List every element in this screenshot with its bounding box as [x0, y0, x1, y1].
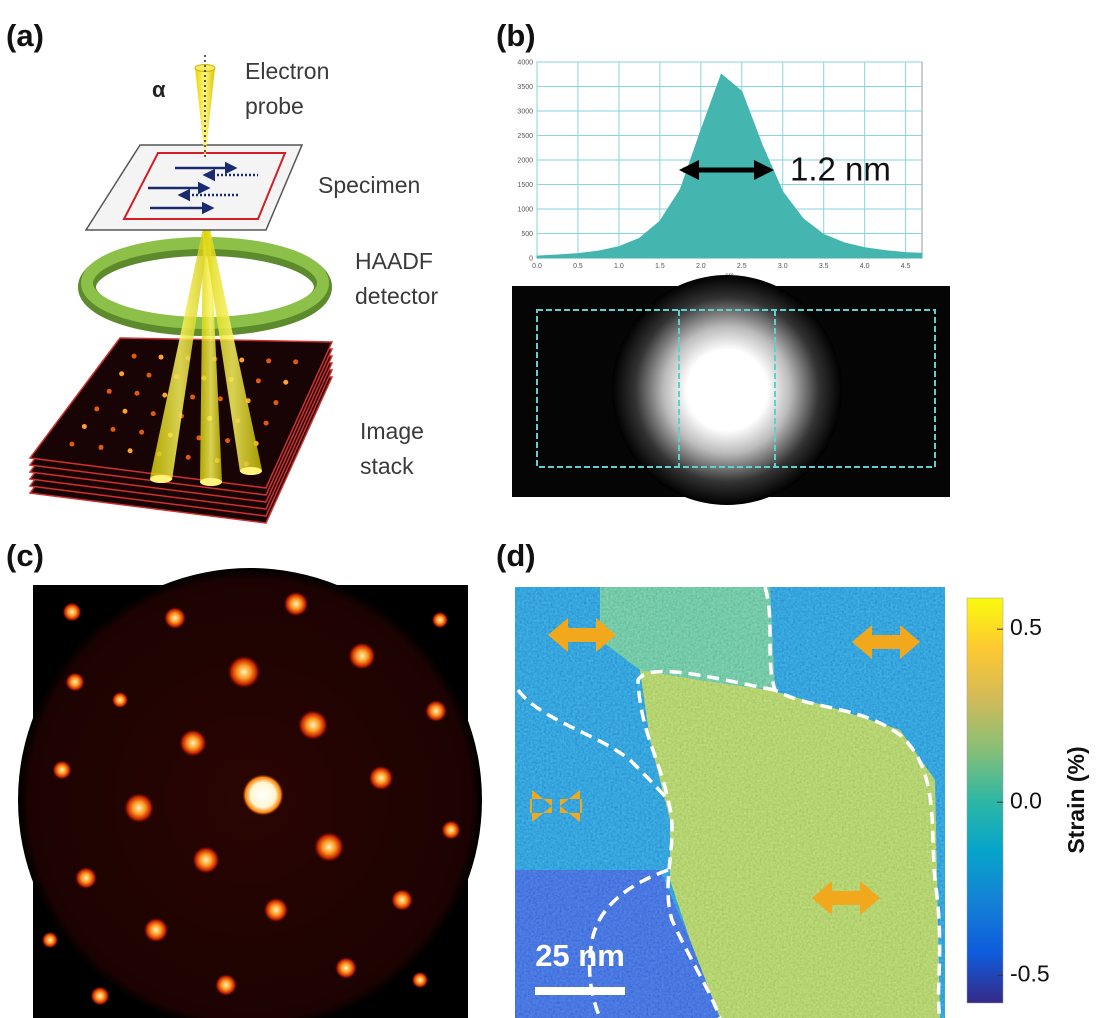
- stack-spot: [147, 373, 152, 378]
- diffraction-spot: [65, 672, 85, 692]
- diffraction-spot: [441, 820, 461, 840]
- diffraction-spot: [179, 729, 207, 757]
- y-tick-label: 3000: [517, 109, 533, 116]
- figure: (a) (b) (c) (d) α 0 500 1000 1500 2000 2500 30…: [0, 0, 1096, 1018]
- diffraction-spot: [143, 917, 168, 942]
- diffraction-spot: [75, 867, 97, 889]
- x-tick-label: 3.5: [819, 263, 829, 270]
- diffraction-spot: [298, 710, 329, 741]
- stack-spot: [107, 389, 112, 394]
- central-beam: [242, 774, 284, 816]
- stack-spot: [266, 358, 271, 363]
- x-tick-label: 0.0: [532, 263, 542, 270]
- y-tick-label: 4000: [517, 60, 533, 67]
- colorbar-tick-label: 0.0: [1010, 787, 1042, 813]
- diffraction-spot: [283, 591, 308, 616]
- panel-label: (d): [496, 538, 536, 573]
- colorbar-label: Strain (%): [1063, 746, 1089, 853]
- figure-canvas: (a) (b) (c) (d) α 0 500 1000 1500 2000 2500 30…: [0, 0, 1096, 1018]
- stack-spot: [293, 359, 298, 364]
- beam-end: [150, 475, 172, 483]
- diffraction-spot: [52, 760, 72, 780]
- diffraction-spot: [90, 986, 110, 1006]
- stack-spot: [94, 406, 99, 411]
- panel-label: (b): [496, 18, 536, 53]
- x-tick-label: 0.5: [573, 263, 583, 270]
- fwhm-label: 1.2 nm: [790, 151, 891, 188]
- stack-spot: [225, 438, 230, 443]
- x-tick-label: 4.5: [901, 263, 911, 270]
- x-tick-label: 2.5: [737, 263, 747, 270]
- stack-spot: [123, 409, 128, 414]
- stack-spot: [218, 396, 223, 401]
- y-tick-label: 3500: [517, 84, 533, 91]
- diffraction-spot: [263, 897, 288, 922]
- stack-spot: [119, 371, 124, 376]
- stack-spot: [273, 400, 278, 405]
- colorbar-tick-label: -0.5: [1010, 960, 1050, 986]
- x-tick-label: 2.0: [696, 263, 706, 270]
- y-tick-label: 2000: [517, 158, 533, 165]
- stack-spot: [69, 442, 74, 447]
- stack-spot: [111, 427, 116, 432]
- alpha-label: α: [152, 77, 166, 102]
- y-tick-label: 1500: [517, 182, 533, 189]
- x-tick-label: 1.0: [614, 263, 624, 270]
- diffraction-spot: [124, 793, 155, 824]
- diffraction-spot: [215, 974, 237, 996]
- diffraction-spot: [432, 612, 449, 629]
- diffraction-spot: [368, 765, 393, 790]
- stack-spot: [239, 357, 244, 362]
- stack-spot: [162, 393, 167, 398]
- diffraction-spot: [314, 832, 345, 863]
- stack-spot: [82, 424, 87, 429]
- x-tick-label: 1.5: [655, 263, 665, 270]
- stack-spot: [135, 391, 140, 396]
- x-tick-label: 3.0: [778, 263, 788, 270]
- panel-label: (c): [6, 538, 44, 573]
- diffraction-spot: [335, 957, 357, 979]
- stack-spot: [256, 378, 261, 383]
- stack-spot: [159, 355, 164, 360]
- body: (a) (b) (c) (d) α 0 500 1000 1500 2000 2500 30…: [0, 0, 1096, 1018]
- diffraction-spot: [391, 889, 413, 911]
- colorbar-tick-label: 0.5: [1010, 614, 1042, 640]
- diffraction-spot: [62, 602, 82, 622]
- stack-spot: [190, 395, 195, 400]
- diffraction-spot: [412, 972, 429, 989]
- stack-spot: [264, 421, 269, 426]
- stack-label: Image stack: [360, 414, 440, 484]
- y-tick-label: 500: [521, 231, 533, 238]
- diffraction-spot: [425, 700, 447, 722]
- probe-label: Electron probe: [245, 54, 355, 124]
- beam-end: [240, 467, 262, 475]
- x-tick-label: 4.0: [860, 263, 870, 270]
- colorbar: [967, 598, 1003, 1003]
- diffraction-spot: [112, 692, 129, 709]
- y-tick-label: 1000: [517, 207, 533, 214]
- beam-end: [200, 478, 222, 486]
- diffraction-spot: [348, 642, 376, 670]
- scale-bar-label: 25 nm: [535, 938, 625, 973]
- panel-label: (a): [6, 18, 44, 53]
- diffraction-spot: [192, 846, 220, 874]
- stack-spot: [151, 411, 156, 416]
- detector-label: HAADF detector: [355, 244, 455, 314]
- page: {"panel_labels": ["(a)", "(b)", "(c)", "…: [0, 0, 1096, 1018]
- stack-spot: [99, 445, 104, 450]
- stack-spot: [283, 380, 288, 385]
- y-tick-label: 2500: [517, 133, 533, 140]
- stack-spot: [186, 455, 191, 460]
- diffraction-spot: [227, 655, 261, 689]
- diffraction-spot: [42, 932, 59, 949]
- colorbar-axis: 0.5 0.0 -0.5: [997, 614, 1050, 986]
- stack-spot: [128, 448, 133, 453]
- y-tick-label: 0: [529, 256, 533, 263]
- stack-spot: [139, 430, 144, 435]
- stack-spot: [132, 354, 137, 359]
- diffraction-spot: [164, 607, 186, 629]
- specimen-label: Specimen: [318, 168, 420, 203]
